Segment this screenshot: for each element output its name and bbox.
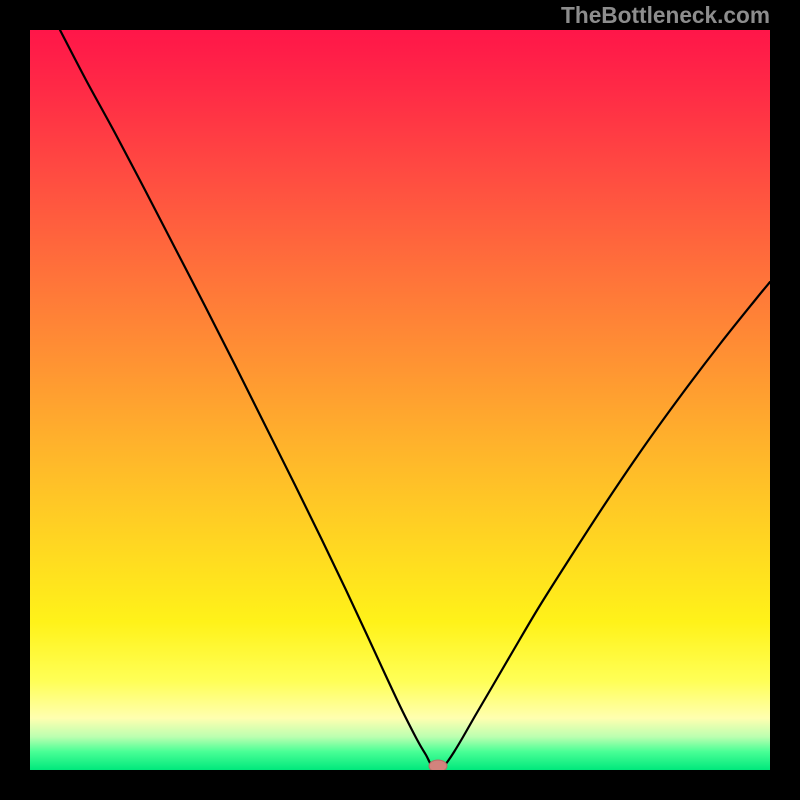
curve-left-branch	[60, 30, 433, 768]
curve-right-branch	[442, 282, 770, 768]
plot-area	[30, 30, 770, 770]
chart-frame: TheBottleneck.com	[0, 0, 800, 800]
minimum-marker	[429, 760, 447, 770]
watermark-text: TheBottleneck.com	[561, 0, 770, 30]
bottleneck-curve-layer	[30, 30, 770, 770]
